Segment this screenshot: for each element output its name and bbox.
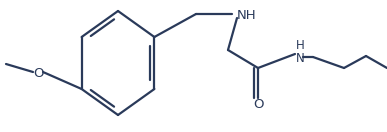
Text: O: O xyxy=(33,67,43,80)
Text: O: O xyxy=(253,98,263,111)
Text: N: N xyxy=(296,52,304,65)
Text: H: H xyxy=(296,39,304,52)
Text: NH: NH xyxy=(237,9,257,22)
